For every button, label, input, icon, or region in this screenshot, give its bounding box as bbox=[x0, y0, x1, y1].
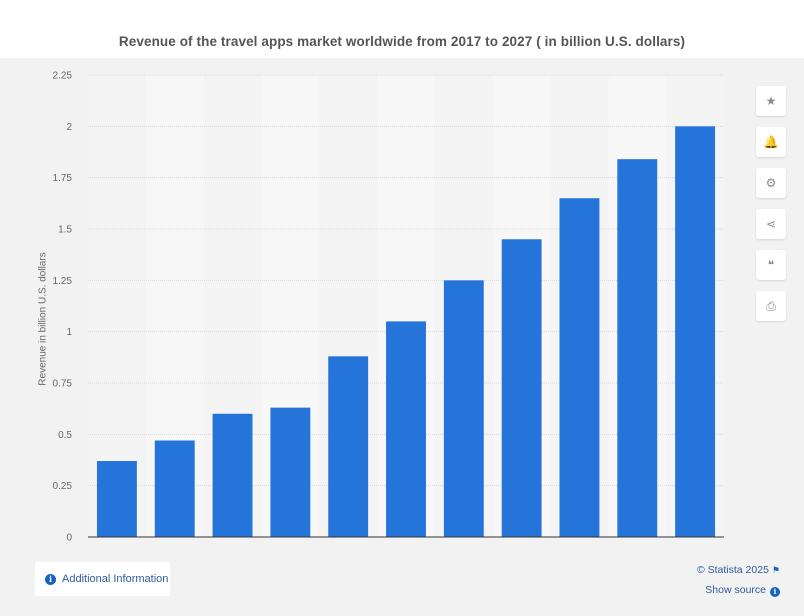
y-tick-label: 2 bbox=[66, 122, 72, 133]
flag-icon[interactable]: ⚑ bbox=[771, 565, 780, 575]
print-icon: ⎙ bbox=[766, 298, 776, 313]
bar[interactable] bbox=[559, 198, 600, 537]
share-icon: ⋖ bbox=[765, 217, 777, 231]
bar[interactable] bbox=[328, 356, 369, 537]
y-tick-label: 0.75 bbox=[53, 379, 73, 390]
bar[interactable] bbox=[212, 413, 253, 537]
y-tick-label: 2.25 bbox=[53, 71, 73, 82]
star-icon: ★ bbox=[765, 94, 777, 108]
bar[interactable] bbox=[501, 239, 542, 537]
chart-toolbar: ★ 🔔 ⚙ ⋖ ❝ ⎙ bbox=[756, 86, 786, 332]
chart-panel: 0 0.25 0.5 0.75 1 1.25 1.5 1.75 2 2.25 Revenue in… bbox=[0, 58, 804, 616]
bar[interactable] bbox=[386, 321, 426, 537]
print-button[interactable]: ⎙ bbox=[756, 291, 786, 321]
y-tick-label: 1.5 bbox=[58, 225, 72, 236]
star-button[interactable]: ★ bbox=[756, 86, 786, 116]
bar[interactable] bbox=[270, 407, 311, 537]
y-tick-label: 1.75 bbox=[53, 173, 73, 184]
statista-copyright-link[interactable]: © Statista 2025 bbox=[696, 564, 769, 576]
quote-icon: ❝ bbox=[767, 258, 775, 272]
source-credit: © Statista 2025 ⚑ Show source i bbox=[697, 560, 780, 600]
y-tick-label: 1.25 bbox=[53, 276, 73, 287]
bar[interactable] bbox=[443, 280, 484, 537]
y-tick-label: 1 bbox=[66, 327, 72, 338]
bell-button[interactable]: 🔔 bbox=[756, 127, 786, 157]
y-axis-label: Revenue in billion U.S. dollars bbox=[38, 252, 49, 385]
bell-icon: 🔔 bbox=[763, 135, 779, 149]
share-button[interactable]: ⋖ bbox=[756, 209, 786, 239]
gear-button[interactable]: ⚙ bbox=[756, 168, 786, 198]
additional-information-label: Additional Information bbox=[62, 573, 169, 585]
y-tick-label: 0.25 bbox=[53, 481, 73, 492]
info-icon: i bbox=[45, 573, 56, 585]
bar[interactable] bbox=[154, 440, 195, 537]
quote-button[interactable]: ❝ bbox=[756, 250, 786, 280]
y-tick-label: 0 bbox=[66, 533, 72, 544]
gear-icon: ⚙ bbox=[765, 176, 777, 190]
show-source-link[interactable]: Show source bbox=[705, 584, 766, 596]
info-icon: i bbox=[770, 587, 780, 597]
y-tick-label: 0.5 bbox=[58, 430, 72, 441]
chart-title: Revenue of the travel apps market worldw… bbox=[118, 34, 686, 49]
bar[interactable] bbox=[617, 159, 658, 537]
bar-chart: 0 0.25 0.5 0.75 1 1.25 1.5 1.75 2 2.25 Revenue in… bbox=[38, 71, 724, 544]
column-band bbox=[88, 75, 146, 537]
additional-information-button[interactable]: i Additional Information bbox=[35, 562, 170, 596]
bar[interactable] bbox=[96, 461, 137, 537]
bar[interactable] bbox=[675, 126, 716, 537]
